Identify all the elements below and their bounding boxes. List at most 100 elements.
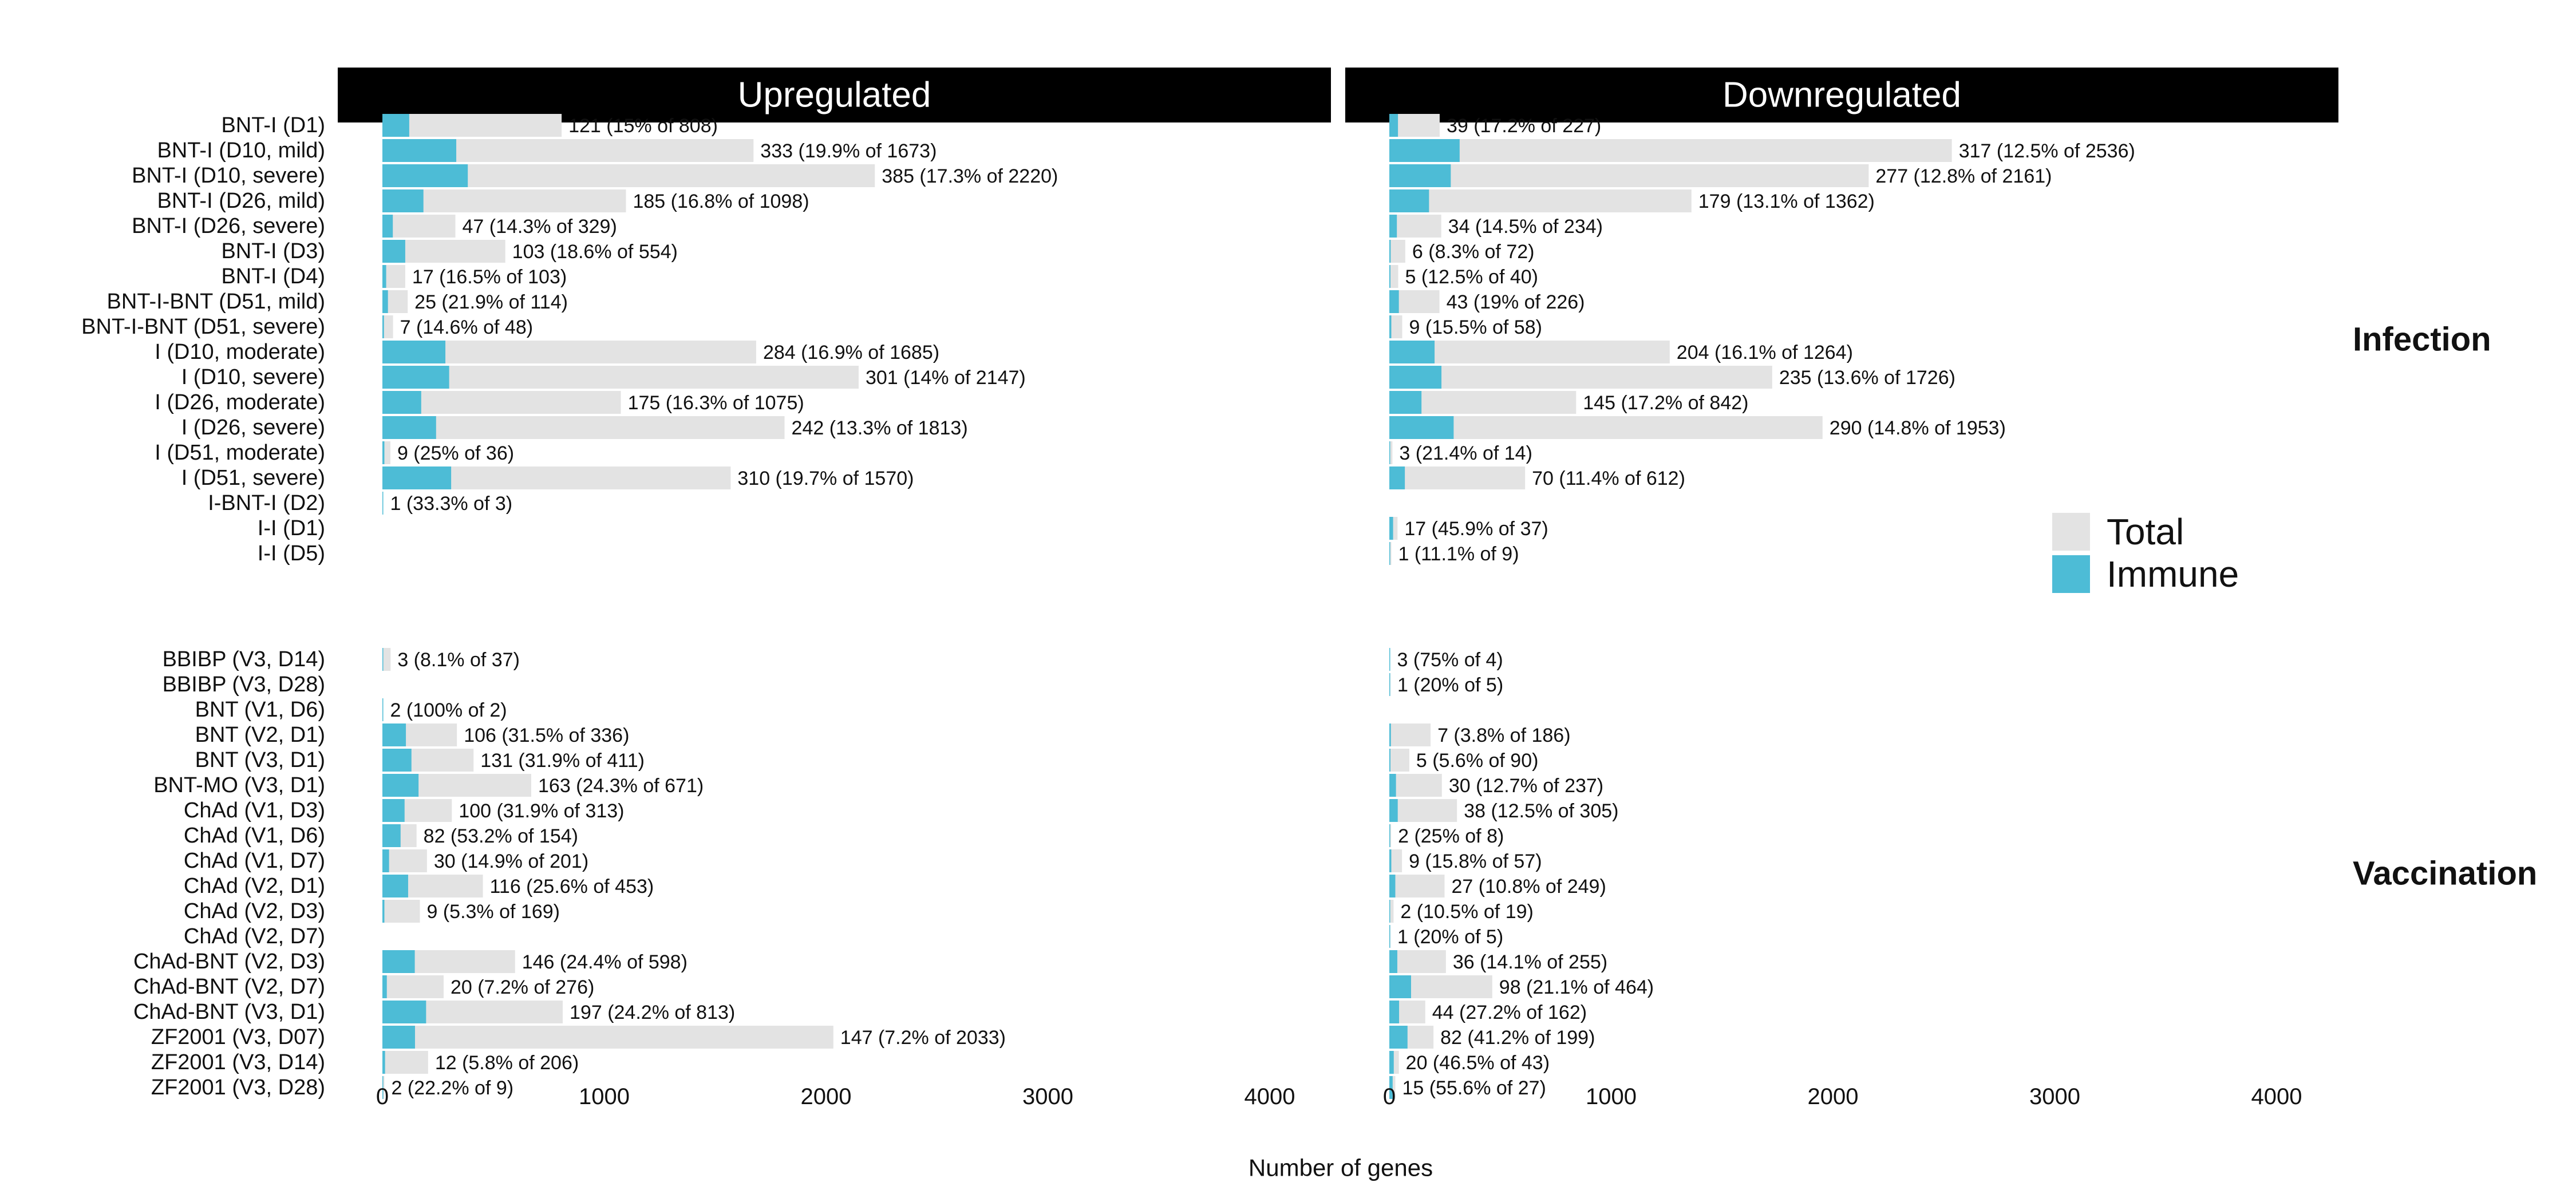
bar-immune-downregulated-bnt-mo-v3-d1 [1389, 774, 1396, 797]
category-label-bnt-v2-d1: BNT (V2, D1) [195, 723, 325, 747]
bar-total-downregulated-bnt-mo-v3-d1 [1389, 774, 1442, 797]
bar-total-downregulated-i-d10-severe [1389, 366, 1772, 389]
value-label-downregulated-bnt-i-bnt-d51-mild: 43 (19% of 226) [1447, 291, 1585, 313]
bar-immune-downregulated-zf2001-v3-d14 [1389, 1051, 1394, 1074]
category-label-i-d51-severe: I (D51, severe) [181, 466, 325, 490]
value-label-upregulated-bnt-i-bnt-d51-mild: 25 (21.9% of 114) [414, 291, 568, 313]
category-label-bnt-v3-d1: BNT (V3, D1) [195, 748, 325, 772]
category-label-bnt-i-d1: BNT-I (D1) [221, 113, 325, 137]
value-label-downregulated-i-d51-moderate: 3 (21.4% of 14) [1399, 442, 1532, 464]
bar-immune-upregulated-bnt-v1-d6 [382, 698, 384, 721]
value-label-upregulated-chad-bnt-v2-d3: 146 (24.4% of 598) [522, 951, 688, 973]
bar-immune-upregulated-chad-v1-d7 [382, 849, 389, 872]
x-tick-downregulated-4000: 4000 [2251, 1084, 2302, 1109]
bar-immune-upregulated-bnt-i-d4 [382, 265, 386, 288]
value-label-downregulated-chad-v1-d3: 38 (12.5% of 305) [1464, 800, 1618, 822]
value-label-downregulated-i-i-d1: 17 (45.9% of 37) [1404, 518, 1548, 540]
bar-total-downregulated-chad-v1-d6 [1389, 824, 1392, 847]
value-label-downregulated-bnt-i-d26-severe: 34 (14.5% of 234) [1448, 216, 1603, 238]
bar-immune-downregulated-bnt-i-d10-severe [1389, 164, 1451, 187]
bar-total-downregulated-i-d51-moderate [1389, 441, 1393, 464]
bar-immune-downregulated-chad-bnt-v2-d3 [1389, 950, 1397, 973]
bar-total-upregulated-bnt-i-d26-severe [382, 215, 456, 238]
value-label-downregulated-bnt-i-d1: 39 (17.2% of 227) [1447, 115, 1601, 137]
bar-immune-downregulated-i-d26-severe [1389, 416, 1454, 439]
category-label-chad-bnt-v2-d7: ChAd-BNT (V2, D7) [133, 975, 325, 999]
value-label-downregulated-bnt-i-d4: 5 (12.5% of 40) [1405, 266, 1538, 288]
bar-total-downregulated-i-d26-severe [1389, 416, 1823, 439]
bar-immune-upregulated-chad-bnt-v2-d3 [382, 950, 415, 973]
bar-immune-upregulated-chad-v2-d1 [382, 875, 408, 897]
category-label-chad-v2-d1: ChAd (V2, D1) [184, 874, 325, 898]
bar-immune-upregulated-bnt-i-d26-mild [382, 189, 424, 212]
legend-label-total: Total [2107, 511, 2184, 552]
value-label-upregulated-i-d26-moderate: 175 (16.3% of 1075) [628, 392, 804, 414]
bar-immune-downregulated-bnt-i-d3 [1389, 240, 1391, 263]
value-label-upregulated-bnt-i-d3: 103 (18.6% of 554) [512, 241, 678, 263]
bar-total-downregulated-bnt-i-d3 [1389, 240, 1405, 263]
category-label-chad-v1-d6: ChAd (V1, D6) [184, 824, 325, 848]
legend-label-immune: Immune [2107, 553, 2239, 595]
x-axis-title: Number of genes [1249, 1154, 1433, 1181]
value-label-upregulated-bnt-i-d1: 121 (15% of 808) [568, 115, 718, 137]
facet-strips: Upregulated Downregulated [338, 68, 2338, 122]
value-label-downregulated-i-d10-moderate: 204 (16.1% of 1264) [1677, 342, 1853, 363]
bar-immune-downregulated-chad-v2-d7 [1389, 925, 1390, 948]
bar-immune-upregulated-zf2001-v3-d14 [382, 1051, 385, 1074]
value-label-downregulated-bnt-i-d10-mild: 317 (12.5% of 2536) [1959, 140, 2135, 162]
group-label-infection: Infection [2353, 321, 2491, 358]
bar-immune-downregulated-bnt-i-d26-severe [1389, 215, 1397, 238]
category-label-bnt-i-d26-mild: BNT-I (D26, mild) [157, 189, 325, 213]
category-label-chad-bnt-v3-d1: ChAd-BNT (V3, D1) [133, 1000, 325, 1024]
bar-immune-downregulated-chad-v2-d1 [1389, 875, 1396, 897]
bar-immune-downregulated-i-d51-moderate [1389, 441, 1390, 464]
bar-immune-downregulated-bnt-v2-d1 [1389, 723, 1391, 746]
x-tick-downregulated-2000: 2000 [1808, 1084, 1859, 1109]
category-label-bnt-i-d10-severe: BNT-I (D10, severe) [132, 164, 325, 188]
value-label-upregulated-zf2001-v3-d07: 147 (7.2% of 2033) [840, 1027, 1006, 1049]
value-label-upregulated-i-bnt-i-d2: 1 (33.3% of 3) [390, 493, 513, 515]
bar-total-upregulated-bbibp-v3-d14 [382, 648, 391, 671]
value-label-downregulated-chad-bnt-v2-d7: 98 (21.1% of 464) [1499, 976, 1654, 998]
bar-immune-downregulated-zf2001-v3-d28 [1389, 1076, 1393, 1099]
value-label-downregulated-zf2001-v3-d28: 15 (55.6% of 27) [1402, 1077, 1546, 1099]
category-label-chad-v1-d7: ChAd (V1, D7) [184, 849, 325, 873]
bar-immune-upregulated-bnt-i-bnt-d51-severe [382, 315, 384, 338]
value-label-downregulated-i-d26-moderate: 145 (17.2% of 842) [1583, 392, 1748, 414]
category-label-i-d26-moderate: I (D26, moderate) [155, 390, 325, 414]
bar-immune-downregulated-i-d51-severe [1389, 466, 1405, 489]
value-label-downregulated-bnt-i-bnt-d51-severe: 9 (15.5% of 58) [1409, 317, 1542, 338]
value-label-upregulated-chad-v1-d3: 100 (31.9% of 313) [459, 800, 624, 822]
bar-immune-downregulated-bnt-i-d1 [1389, 114, 1398, 137]
category-label-bnt-i-bnt-d51-mild: BNT-I-BNT (D51, mild) [107, 290, 325, 314]
value-label-downregulated-bnt-v2-d1: 7 (3.8% of 186) [1437, 725, 1570, 746]
bar-total-downregulated-bnt-i-d26-mild [1389, 189, 1692, 212]
x-tick-upregulated-3000: 3000 [1022, 1084, 1073, 1109]
value-label-downregulated-chad-bnt-v2-d3: 36 (14.1% of 255) [1453, 951, 1607, 973]
value-label-downregulated-bbibp-v3-d14: 3 (75% of 4) [1397, 649, 1503, 671]
bar-total-upregulated-i-d26-severe [382, 416, 785, 439]
value-label-upregulated-bnt-i-d10-mild: 333 (19.9% of 1673) [760, 140, 937, 162]
category-label-i-bnt-i-d2: I-BNT-I (D2) [208, 491, 325, 515]
bar-immune-downregulated-i-i-d5 [1389, 542, 1390, 565]
value-label-downregulated-chad-bnt-v3-d1: 44 (27.2% of 162) [1432, 1002, 1587, 1023]
bar-immune-upregulated-zf2001-v3-d07 [382, 1026, 415, 1049]
bar-immune-upregulated-chad-bnt-v3-d1 [382, 1001, 426, 1023]
bar-total-downregulated-bnt-v2-d1 [1389, 723, 1431, 746]
bar-immune-downregulated-chad-bnt-v3-d1 [1389, 1001, 1400, 1023]
value-label-upregulated-bnt-v3-d1: 131 (31.9% of 411) [480, 750, 645, 772]
category-label-bbibp-v3-d14: BBIBP (V3, D14) [163, 647, 325, 671]
bar-immune-upregulated-i-d26-severe [382, 416, 436, 439]
strip-upregulated [338, 68, 1331, 122]
value-label-upregulated-chad-v2-d3: 9 (5.3% of 169) [426, 901, 559, 923]
bar-total-upregulated-chad-v2-d3 [382, 900, 420, 923]
bar-total-downregulated-bnt-i-d4 [1389, 265, 1398, 288]
bar-immune-downregulated-chad-v1-d6 [1389, 824, 1390, 847]
category-label-bnt-i-d10-mild: BNT-I (D10, mild) [157, 139, 325, 163]
strip-label-upregulated: Upregulated [738, 76, 931, 115]
bar-immune-upregulated-bnt-i-bnt-d51-mild [382, 290, 388, 313]
category-labels: BNT-I (D1)BNT-I (D10, mild)BNT-I (D10, s… [81, 113, 325, 1100]
bar-total-downregulated-i-d51-severe [1389, 466, 1526, 489]
value-label-upregulated-chad-bnt-v2-d7: 20 (7.2% of 276) [451, 976, 594, 998]
